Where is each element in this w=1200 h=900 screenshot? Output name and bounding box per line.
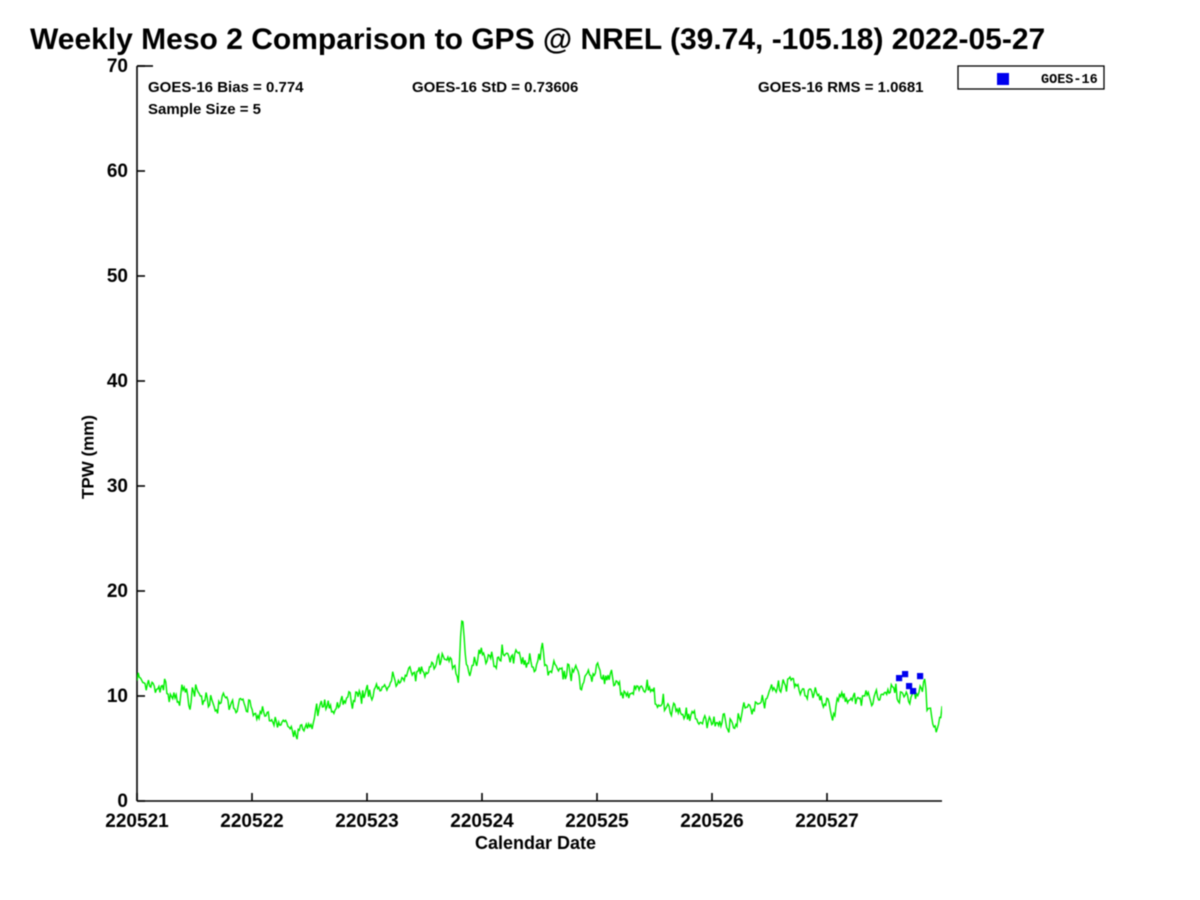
svg-text:220526: 220526 xyxy=(680,811,743,832)
svg-text:10: 10 xyxy=(107,686,128,707)
svg-text:50: 50 xyxy=(107,266,128,287)
svg-text:30: 30 xyxy=(107,476,128,497)
svg-text:220524: 220524 xyxy=(450,811,514,832)
svg-text:20: 20 xyxy=(107,581,128,602)
svg-text:220525: 220525 xyxy=(565,811,629,832)
svg-text:220527: 220527 xyxy=(795,811,858,832)
svg-text:220522: 220522 xyxy=(220,811,283,832)
svg-text:220521: 220521 xyxy=(105,811,169,832)
svg-text:GOES-16: GOES-16 xyxy=(1041,73,1098,88)
svg-text:60: 60 xyxy=(107,161,128,182)
svg-text:220523: 220523 xyxy=(335,811,398,832)
svg-text:40: 40 xyxy=(107,371,128,392)
svg-text:70: 70 xyxy=(107,56,128,77)
svg-text:0: 0 xyxy=(117,791,128,812)
